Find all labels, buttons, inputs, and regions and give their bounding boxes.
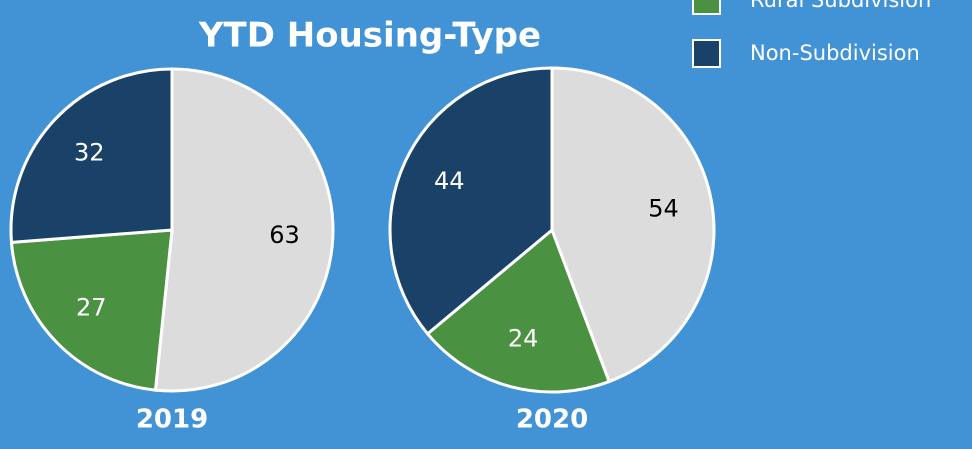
data-label: 44 xyxy=(434,167,465,195)
pie-title: 2019 xyxy=(136,405,208,435)
pie-slice xyxy=(550,66,716,384)
data-label: 24 xyxy=(508,325,539,353)
pie-slice xyxy=(153,67,335,393)
pie-slice xyxy=(9,67,174,245)
legend-label: Non-Subdivision xyxy=(750,41,920,65)
legend-swatch xyxy=(692,39,721,68)
data-label: 32 xyxy=(74,138,105,166)
pie-slice xyxy=(9,228,174,392)
legend-swatch xyxy=(692,0,721,15)
pie-slice xyxy=(425,227,612,394)
pie-slice xyxy=(388,66,554,336)
data-label: 27 xyxy=(76,294,107,322)
chart-title: YTD Housing-Type xyxy=(198,16,541,56)
legend-label: Rural Subdivision xyxy=(750,0,931,12)
data-label: 54 xyxy=(648,195,679,223)
data-label: 63 xyxy=(269,221,300,249)
pie-title: 2020 xyxy=(516,405,588,435)
